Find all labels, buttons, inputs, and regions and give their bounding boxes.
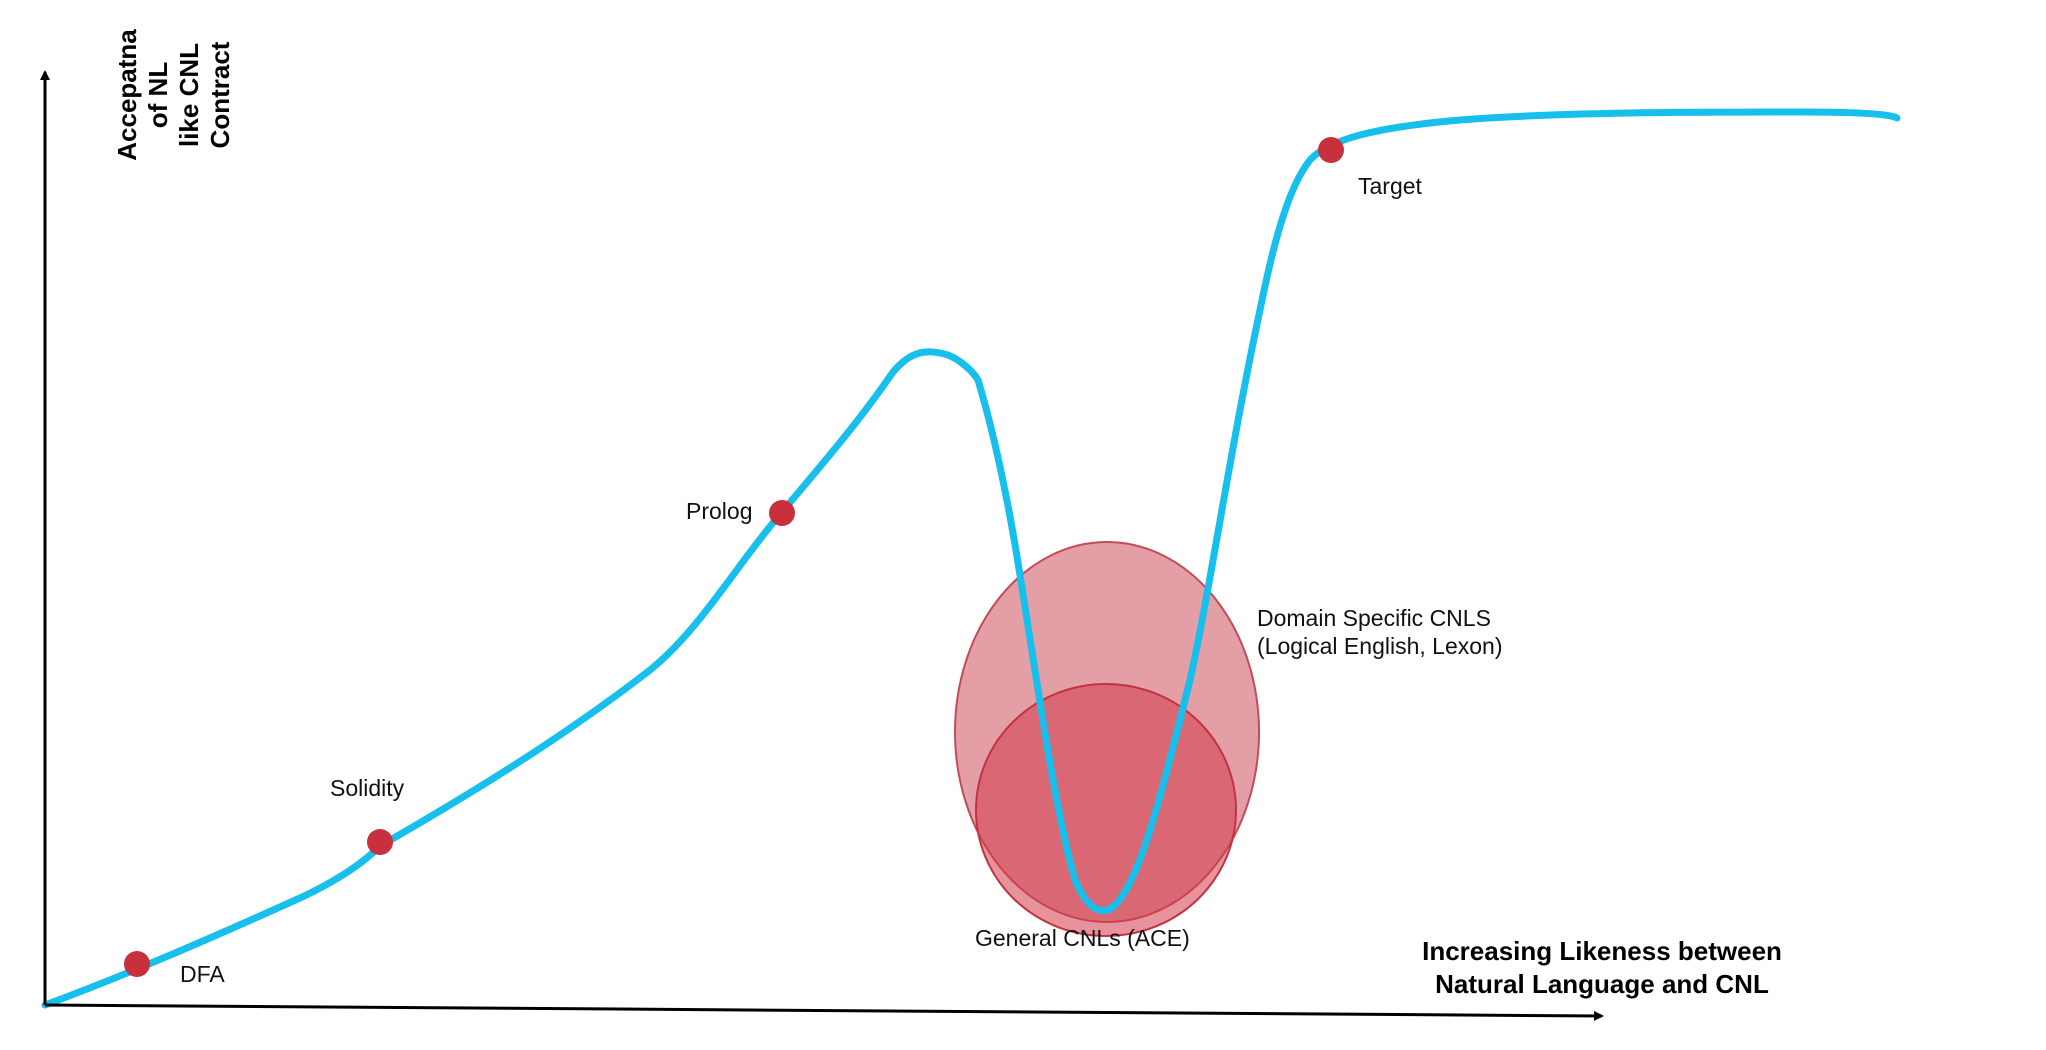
x-axis-title-line-2: Natural Language and CNL bbox=[1435, 969, 1769, 999]
y-axis-title-line-2: of NL bbox=[143, 62, 173, 129]
acceptance-curve bbox=[41, 108, 1901, 1009]
solidity-point bbox=[367, 829, 393, 855]
dfa-point bbox=[124, 951, 150, 977]
domain-specific-label-line-2: (Logical English, Lexon) bbox=[1257, 633, 1502, 659]
general-cnl-region bbox=[975, 683, 1237, 937]
target-point bbox=[1318, 137, 1344, 163]
y-axis-title-line-3: like CNL bbox=[174, 43, 204, 147]
y-axis-title-line-4: Contract bbox=[205, 41, 235, 148]
dfa-label: DFA bbox=[180, 961, 225, 987]
prolog-label: Prolog bbox=[686, 498, 752, 524]
y-axis-title: Accepatna of NL like CNL Contract bbox=[112, 29, 235, 161]
y-axis-title-line-1: Accepatna bbox=[112, 29, 142, 161]
x-axis-title-line-1: Increasing Likeness between bbox=[1422, 936, 1782, 966]
prolog-point bbox=[769, 500, 795, 526]
target-label: Target bbox=[1358, 173, 1423, 199]
solidity-label: Solidity bbox=[330, 775, 405, 801]
domain-specific-label-line-1: Domain Specific CNLS bbox=[1257, 605, 1491, 631]
general-cnl-label: General CNLs (ACE) bbox=[975, 925, 1190, 951]
x-axis bbox=[44, 1003, 1604, 1021]
